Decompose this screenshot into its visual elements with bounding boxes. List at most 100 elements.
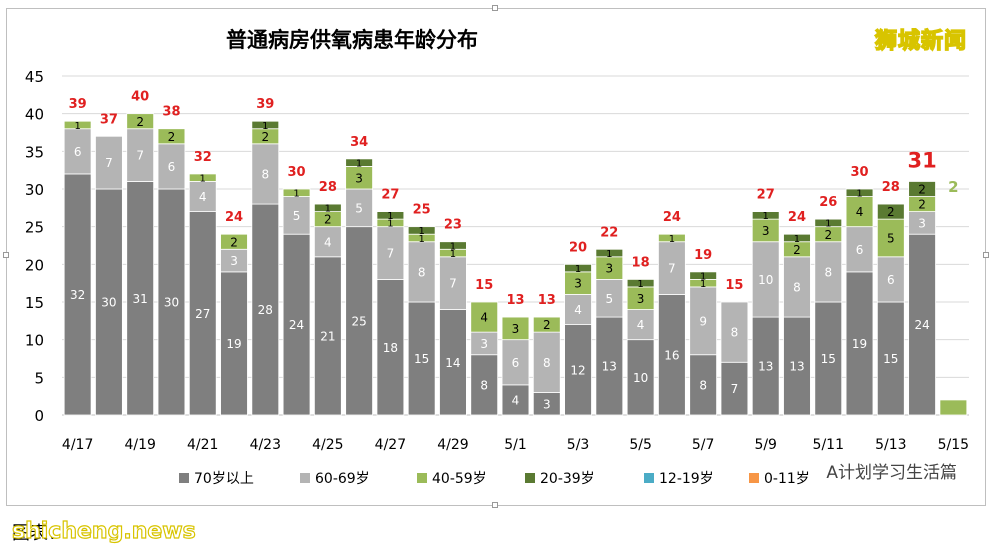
data-label: 3 (574, 277, 582, 291)
total-label: 27 (757, 188, 775, 203)
data-label: 3 (480, 337, 488, 351)
data-label: 13 (602, 360, 617, 374)
x-tick-label: 4/29 (437, 437, 468, 453)
data-label: 2 (543, 318, 551, 332)
data-label: 3 (762, 224, 770, 238)
data-label: 3 (918, 216, 926, 230)
legend-swatch (525, 473, 535, 483)
bar-segment (282, 196, 311, 235)
total-label: 39 (69, 97, 87, 112)
bar-segment (313, 226, 342, 258)
bar-segment (564, 263, 592, 273)
data-label: 1 (450, 241, 456, 252)
bar-segment (188, 173, 217, 182)
data-label: 1 (356, 158, 362, 169)
data-label: 12 (570, 363, 585, 377)
data-label: 13 (789, 360, 804, 374)
data-label: 1 (418, 226, 424, 237)
bar-segment (845, 188, 874, 197)
data-label: 7 (136, 149, 144, 163)
bar-segment (689, 271, 718, 280)
data-label: 21 (320, 329, 335, 343)
legend-label: 20-39岁 (540, 471, 595, 487)
bar-segment (595, 316, 624, 416)
bar-segment (439, 241, 467, 250)
legend-swatch (300, 473, 310, 483)
total-label: 26 (819, 195, 837, 210)
data-label: 1 (606, 249, 612, 260)
data-label: 31 (133, 292, 148, 306)
data-label: 1 (575, 264, 581, 275)
data-label: 4 (637, 318, 645, 332)
bar-segment (845, 196, 874, 228)
bar-segment (595, 248, 624, 258)
bar-segment (407, 241, 436, 303)
x-tick-label: 5/11 (813, 437, 844, 453)
bar-segment (282, 233, 311, 416)
total-label: 18 (632, 255, 650, 270)
y-tick-label: 45 (25, 68, 44, 86)
legend-label: 12-19岁 (659, 471, 714, 487)
bar-segment (501, 316, 530, 341)
bar-segment (126, 113, 155, 130)
total-label: 24 (225, 210, 243, 225)
x-tick-label: 4/27 (375, 437, 406, 453)
total-label: 24 (663, 210, 681, 225)
data-label: 19 (852, 337, 867, 351)
data-label: 4 (512, 393, 520, 407)
resize-handle-bottom[interactable] (492, 502, 498, 508)
data-label: 5 (887, 232, 895, 246)
total-label: 38 (162, 105, 180, 120)
total-label: 15 (725, 278, 743, 293)
bar-segment (407, 226, 436, 235)
total-label: 30 (288, 165, 306, 180)
data-label: 1 (700, 279, 706, 290)
resize-handle-left[interactable] (3, 252, 9, 258)
data-label: 8 (418, 265, 426, 279)
legend-swatch (179, 473, 189, 483)
data-label: 3 (512, 322, 520, 336)
x-tick-label: 5/13 (875, 437, 906, 453)
total-label: 20 (569, 240, 587, 255)
x-tick-label: 5/7 (692, 437, 715, 453)
y-tick-label: 35 (25, 143, 44, 161)
bar-segment (282, 188, 311, 197)
data-label: 9 (699, 314, 707, 328)
bar-segment (876, 301, 905, 416)
watermark-bottom-left-en: shicheng.news (11, 518, 196, 544)
bar-segment (658, 294, 686, 416)
bar-segment (783, 233, 811, 243)
data-label: 10 (758, 273, 773, 287)
resize-handle-right[interactable] (983, 252, 989, 258)
bar-segment (564, 324, 592, 416)
data-label: 4 (574, 303, 582, 317)
x-tick-label: 5/3 (567, 437, 590, 453)
x-tick-label: 5/15 (938, 437, 969, 453)
y-tick-label: 15 (25, 294, 44, 312)
data-label: 1 (763, 211, 769, 222)
bar-segment (876, 218, 905, 258)
data-label: 16 (664, 348, 679, 362)
data-label: 1 (418, 234, 424, 245)
data-label: 28 (258, 303, 273, 317)
data-label: 3 (637, 292, 645, 306)
total-label: 28 (319, 180, 337, 195)
data-label: 7 (387, 247, 395, 261)
data-label: 2 (136, 115, 144, 129)
x-tick-label: 5/9 (754, 437, 777, 453)
data-label: 7 (449, 277, 457, 291)
data-label: 1 (387, 211, 393, 222)
bar-segment (720, 361, 749, 416)
bar-segment (376, 278, 405, 416)
bar-segment (689, 286, 718, 356)
bar-segment (157, 143, 186, 190)
total-label: 27 (381, 188, 399, 203)
total-label: 25 (413, 203, 431, 218)
data-label: 2 (887, 205, 895, 219)
total-label: 37 (100, 112, 118, 127)
bar-segment (157, 188, 186, 416)
resize-handle-top[interactable] (492, 5, 498, 11)
bar-segment (814, 301, 843, 416)
total-label: 28 (882, 180, 900, 195)
data-label: 15 (821, 352, 836, 366)
